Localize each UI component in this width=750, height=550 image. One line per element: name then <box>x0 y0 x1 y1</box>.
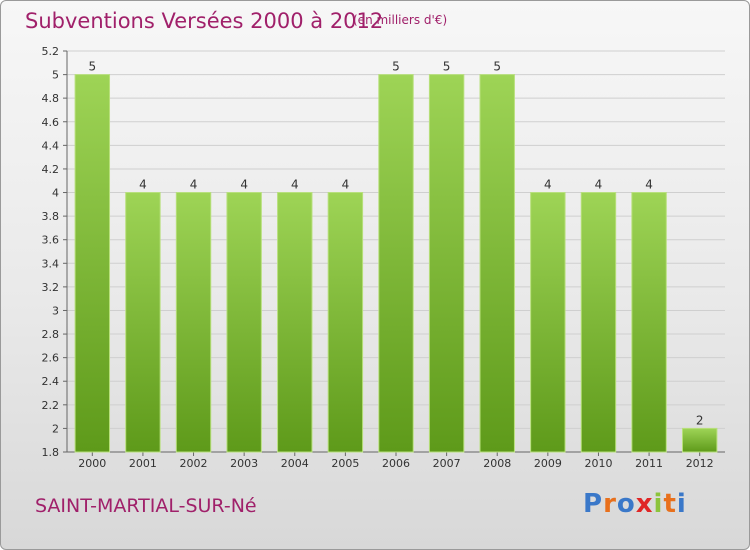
y-tick-label: 3.8 <box>42 210 60 223</box>
logo-letter: i <box>653 489 664 519</box>
data-label-2008: 5 <box>493 60 501 74</box>
data-labels: 5 4 4 4 4 4 5 5 5 4 4 4 2 <box>88 60 703 428</box>
data-label-2000: 5 <box>88 60 96 74</box>
bar-2005[interactable] <box>327 192 364 453</box>
logo-letter: r <box>603 489 617 519</box>
data-label-2005: 4 <box>342 178 350 192</box>
bar-2011[interactable] <box>631 192 667 453</box>
proxiti-logo[interactable]: Proxiti <box>583 489 687 519</box>
bar-2003[interactable] <box>226 192 262 453</box>
x-tick-label-2005: 2005 <box>331 457 359 470</box>
bar-2010[interactable] <box>580 192 617 453</box>
data-label-2011: 4 <box>645 178 653 192</box>
y-tick-label: 3 <box>52 304 59 317</box>
y-tick-label: 4 <box>52 187 59 200</box>
commune-name: SAINT-MARTIAL-SUR-Né <box>35 495 257 517</box>
x-tick-label-2002: 2002 <box>180 457 208 470</box>
y-tick-label: 3.2 <box>42 281 60 294</box>
y-tick-label: 4.8 <box>42 92 60 105</box>
bar-2012[interactable] <box>681 427 718 453</box>
bar-2009[interactable] <box>530 192 566 453</box>
logo-letter: t <box>663 489 677 519</box>
x-tick-label-2006: 2006 <box>382 457 410 470</box>
x-tick-label-2011: 2011 <box>635 457 663 470</box>
bar-2007[interactable] <box>428 74 465 453</box>
data-label-2009: 4 <box>544 178 552 192</box>
y-tick-label: 2.6 <box>42 352 60 365</box>
bar-2008[interactable] <box>479 74 515 453</box>
data-label-2002: 4 <box>190 178 198 192</box>
data-label-2007: 5 <box>443 60 451 74</box>
y-tick-label: 2.4 <box>42 375 60 388</box>
bar-2000[interactable] <box>74 74 111 453</box>
y-tick-label: 5.2 <box>42 45 60 58</box>
axes: 1.8 2 2.2 2.4 2.6 2.8 3 3.2 3.4 3.6 3.8 4 4.2 4.4 4.6 4… <box>42 45 725 470</box>
chart-unit: (en milliers d'€) <box>353 13 448 27</box>
y-tick-label: 2 <box>52 422 59 435</box>
y-tick-label: 3.6 <box>42 234 60 247</box>
y-tick-label: 4.2 <box>42 163 60 176</box>
data-label-2012: 2 <box>696 413 704 427</box>
bar-2004[interactable] <box>277 192 313 453</box>
x-tick-label-2008: 2008 <box>483 457 511 470</box>
data-label-2004: 4 <box>291 178 299 192</box>
y-tick-label: 4.4 <box>42 139 60 152</box>
y-tick-label: 4.6 <box>42 116 60 129</box>
data-label-2003: 4 <box>240 178 248 192</box>
x-tick-label-2001: 2001 <box>129 457 157 470</box>
logo-letter: o <box>616 489 636 519</box>
x-tick-label-2000: 2000 <box>78 457 106 470</box>
bar-2002[interactable] <box>175 192 212 453</box>
bars <box>74 74 718 453</box>
y-tick-label: 3.4 <box>42 257 60 270</box>
logo-letter: x <box>635 489 654 519</box>
data-label-2006: 5 <box>392 60 400 74</box>
y-tick-label: 2.8 <box>42 328 60 341</box>
logo-letter: i <box>676 489 687 519</box>
y-tick-label: 2.2 <box>42 399 60 412</box>
x-tick-label-2012: 2012 <box>686 457 714 470</box>
x-tick-label-2010: 2010 <box>584 457 612 470</box>
x-tick-label-2004: 2004 <box>281 457 309 470</box>
y-tick-label: 1.8 <box>42 446 60 459</box>
x-tick-label-2003: 2003 <box>230 457 258 470</box>
bar-2001[interactable] <box>125 192 161 453</box>
x-tick-label-2009: 2009 <box>534 457 562 470</box>
chart-title: Subventions Versées 2000 à 2012 <box>25 9 384 33</box>
bar-2006[interactable] <box>378 74 414 453</box>
data-label-2001: 4 <box>139 178 147 192</box>
logo-letter: P <box>583 489 604 519</box>
x-tick-label-2007: 2007 <box>433 457 461 470</box>
data-label-2010: 4 <box>595 178 603 192</box>
y-tick-label: 5 <box>52 69 59 82</box>
